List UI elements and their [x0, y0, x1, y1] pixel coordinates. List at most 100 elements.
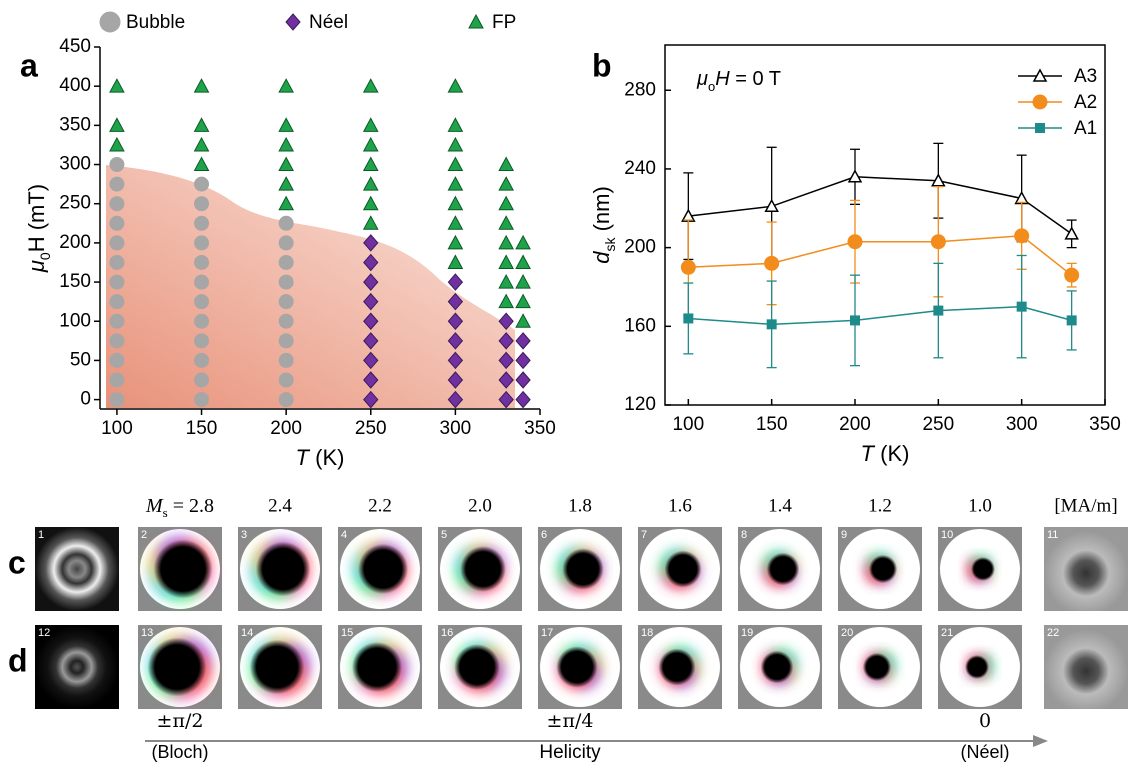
ms-value: 1.8: [568, 495, 592, 516]
helicity-left: (Bloch): [151, 742, 208, 762]
marker: [498, 371, 514, 389]
marker: [515, 351, 531, 370]
marker: [362, 156, 379, 172]
image-number: 12: [38, 627, 50, 639]
image-core: [971, 557, 995, 581]
image-number: 2: [141, 529, 147, 541]
y-tick-label: 450: [59, 36, 91, 57]
text-part: μ: [24, 260, 49, 273]
marker: [194, 274, 210, 290]
marker: [447, 371, 464, 389]
y-tick-label: 350: [59, 114, 91, 135]
marker: [278, 176, 294, 191]
x-tick-label: 250: [922, 414, 954, 435]
image-core: [556, 646, 598, 688]
marker: [194, 372, 210, 388]
marker: [447, 351, 464, 370]
panel-label: a: [20, 47, 38, 83]
marker: [278, 333, 294, 349]
marker: [363, 253, 379, 272]
panel-label: c: [8, 544, 26, 580]
marker: [193, 156, 210, 172]
marker: [847, 169, 863, 183]
marker: [515, 234, 531, 250]
marker: [764, 198, 779, 213]
y-tick-label: 150: [59, 271, 91, 292]
text-part: H (mT): [24, 184, 49, 252]
marker: [447, 234, 464, 250]
legend-marker: [99, 11, 121, 33]
marker: [193, 136, 210, 152]
marker: [1016, 301, 1027, 312]
marker: [278, 254, 294, 270]
marker: [515, 390, 531, 409]
marker: [1066, 315, 1077, 326]
marker: [498, 390, 514, 409]
image-core: [255, 541, 311, 597]
ms-label: Ms = 2.8: [145, 495, 214, 521]
marker: [109, 274, 125, 290]
marker: [498, 332, 514, 350]
marker: [193, 78, 210, 93]
marker: [362, 215, 379, 230]
marker: [447, 78, 464, 93]
marker: [363, 292, 379, 311]
arrow-head: [1033, 735, 1048, 747]
marker: [683, 313, 694, 324]
marker: [363, 390, 379, 409]
image-number: 11: [1047, 529, 1058, 541]
marker: [278, 274, 294, 290]
marker: [278, 215, 294, 231]
marker: [515, 254, 531, 269]
marker: [109, 78, 125, 93]
y-tick-label: 280: [624, 79, 656, 100]
marker: [498, 254, 514, 269]
y-tick-label: 100: [59, 310, 91, 331]
text-part: d: [589, 251, 614, 264]
helicity-tick: ±π/2: [157, 710, 204, 732]
marker: [362, 195, 379, 211]
image-core: [562, 548, 604, 590]
legend-label: Bubble: [126, 12, 185, 33]
image: [35, 625, 119, 709]
marker: [1014, 228, 1030, 244]
y-axis-label: μ0H (mT): [24, 184, 53, 273]
ms-value: 1.4: [768, 495, 792, 516]
marker: [278, 195, 294, 211]
text-part: = 2.8: [168, 495, 214, 517]
y-tick-label: 240: [624, 158, 656, 179]
marker: [194, 215, 210, 231]
unit-label: [MA/m]: [1054, 495, 1117, 516]
image: [1044, 625, 1128, 709]
x-tick-label: 150: [756, 414, 788, 435]
marker: [1064, 267, 1080, 283]
marker: [109, 176, 125, 192]
marker: [931, 173, 946, 187]
image-number: 13: [141, 627, 153, 639]
marker: [447, 390, 464, 409]
marker: [498, 195, 514, 211]
ms-value: 1.0: [968, 495, 992, 516]
legend-marker: [1032, 68, 1048, 82]
image-number: 20: [841, 627, 853, 639]
ms-value: 2.0: [468, 495, 492, 516]
marker: [447, 254, 464, 269]
marker: [194, 392, 210, 408]
y-tick-label: 120: [624, 394, 656, 415]
image-core: [351, 641, 403, 693]
legend-label: A3: [1074, 66, 1097, 87]
marker: [362, 136, 379, 152]
image-core: [460, 546, 506, 592]
legend-label: FP: [492, 12, 516, 33]
marker: [194, 313, 210, 329]
marker: [515, 371, 531, 389]
image-number: 1: [38, 529, 44, 541]
marker: [515, 274, 531, 289]
marker: [109, 235, 125, 251]
marker: [193, 117, 210, 132]
marker: [278, 78, 294, 93]
marker: [447, 195, 464, 211]
series-line: [688, 235, 1073, 276]
y-tick-label: 50: [70, 349, 91, 370]
